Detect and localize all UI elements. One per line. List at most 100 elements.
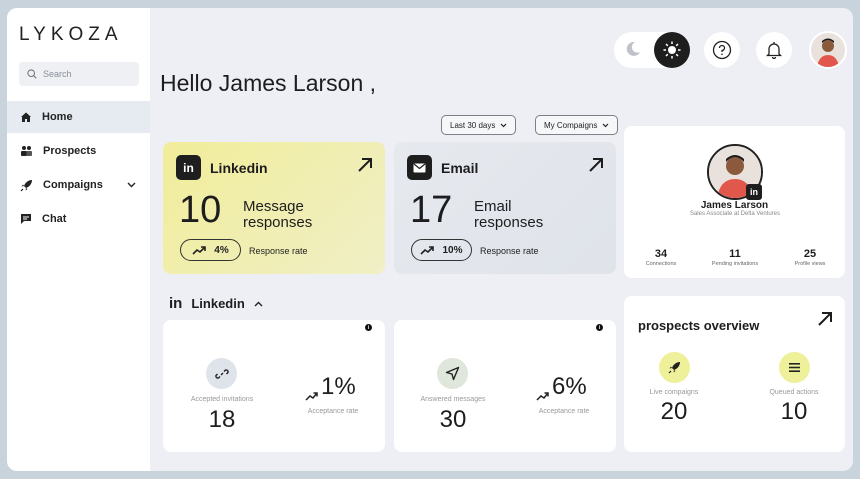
page-title: Hello James Larson , (160, 70, 377, 96)
chevron-up-icon[interactable] (254, 301, 263, 307)
email-card-header: Email (407, 155, 478, 180)
stat-pending-invitations: 11 Pending invitations (705, 248, 765, 267)
answered-messages-card: i Answered messages 30 6% Acceptance rat… (394, 320, 616, 452)
prospects-overview-title: prospects overview (638, 318, 760, 333)
sidebar: LYKOZA Search Home Prospects Compaigns C… (7, 8, 150, 471)
brand-logo[interactable]: LYKOZA (19, 24, 123, 45)
response-rate-value: 10% (442, 244, 463, 256)
stat-label: Connections (645, 261, 677, 267)
arrow-up-right-icon[interactable] (817, 311, 833, 327)
stat-value: 11 (729, 248, 741, 260)
accepted-invitations-card: i Accepted invitations 18 1% Acceptance … (163, 320, 385, 452)
sun-icon (663, 41, 681, 59)
linkedin-icon: in (746, 184, 762, 200)
metric-value: 18 (208, 406, 236, 433)
search-placeholder: Search (43, 69, 72, 79)
help-icon (712, 40, 732, 60)
moon-icon[interactable] (624, 40, 642, 58)
email-responses-label: Email responses (474, 198, 544, 231)
acceptance-rate: 6% (536, 373, 587, 401)
stat-connections: 34 Connections (631, 248, 691, 267)
chat-icon (21, 214, 31, 224)
trend-up-icon (420, 245, 435, 255)
trend-up-icon (536, 392, 549, 401)
arrow-up-right-icon[interactable] (357, 157, 373, 173)
period-filter[interactable]: Last 30 days (441, 115, 517, 135)
arrow-up-right-icon[interactable] (588, 157, 604, 173)
sidebar-item-label: Home (42, 111, 73, 123)
metric-value: 30 (439, 406, 467, 433)
chevron-down-icon (602, 123, 609, 127)
linkedin-card-header: in Linkedin (176, 155, 268, 180)
sidebar-item-home[interactable]: Home (7, 101, 150, 133)
message-responses-label: Message responses (243, 198, 313, 231)
profile-name: James Larson (700, 200, 769, 211)
acceptance-rate-label: Acceptance rate (538, 408, 590, 415)
stat-value: 25 (803, 248, 817, 260)
sidebar-item-chat[interactable]: Chat (7, 203, 150, 235)
sidebar-item-prospects[interactable]: Prospects (7, 135, 150, 167)
queued-actions-value: 10 (780, 398, 808, 425)
linkedin-icon: in (169, 295, 183, 312)
acceptance-rate-label: Acceptance rate (307, 408, 359, 415)
linkedin-section-header[interactable]: in Linkedin (169, 295, 263, 312)
response-rate-label: Response rate (249, 246, 308, 256)
response-rate-label: Response rate (480, 246, 539, 256)
sun-button[interactable] (654, 32, 690, 68)
home-icon (21, 112, 31, 122)
info-icon[interactable]: i (596, 324, 603, 331)
response-rate-badge: 10% (411, 239, 472, 261)
stat-value: 34 (654, 248, 668, 260)
email-responses-value: 17 (410, 189, 453, 231)
trend-up-icon (305, 392, 318, 401)
sidebar-nav: Home Prospects Compaigns Chat (7, 101, 150, 237)
stat-label: Pending invitations (711, 261, 759, 267)
sidebar-item-label: Prospects (43, 145, 97, 157)
email-icon (407, 155, 432, 180)
acceptance-rate-value: 1% (321, 373, 356, 400)
info-icon[interactable]: i (365, 324, 372, 331)
avatar-image (811, 33, 845, 67)
queued-actions-label: Queued actions (769, 389, 819, 396)
stat-label: Profile views (794, 261, 826, 267)
profile-role: Sales Associate at Delta Ventures (689, 211, 781, 217)
sidebar-item-compaigns[interactable]: Compaigns (7, 169, 150, 201)
chevron-down-icon[interactable] (127, 182, 136, 188)
message-responses-value: 10 (179, 189, 222, 231)
acceptance-rate-value: 6% (552, 373, 587, 400)
campaign-filter[interactable]: My Compaigns (535, 115, 619, 135)
link-icon (206, 358, 237, 389)
queued-actions: Queued actions 10 (744, 352, 844, 426)
email-card-title: Email (441, 159, 479, 176)
sidebar-item-label: Chat (42, 213, 67, 225)
linkedin-summary-card[interactable]: in Linkedin 10 Message responses 4% Resp… (163, 142, 385, 274)
campaign-filter-label: My Compaigns (544, 120, 598, 130)
linkedin-card-title: Linkedin (210, 159, 268, 176)
live-compaigns: Live compaigns 20 (624, 352, 724, 426)
linkedin-icon: in (176, 155, 201, 180)
search-input[interactable]: Search (19, 62, 139, 86)
email-summary-card[interactable]: Email 17 Email responses 10% Response ra… (394, 142, 616, 274)
people-icon (21, 146, 32, 156)
sidebar-item-label: Compaigns (43, 179, 103, 191)
search-icon (27, 69, 37, 79)
metric-label: Answered messages (420, 396, 486, 403)
notifications-button[interactable] (756, 32, 792, 68)
theme-toggle[interactable] (614, 32, 690, 68)
acceptance-rate: 1% (305, 373, 356, 401)
live-compaigns-value: 20 (660, 398, 688, 425)
help-button[interactable] (704, 32, 740, 68)
prospects-overview-card: prospects overview Live compaigns 20 Que… (624, 296, 845, 452)
section-title: Linkedin (191, 296, 245, 311)
metric-label: Accepted invitations (190, 396, 254, 403)
live-compaigns-label: Live compaigns (649, 389, 699, 396)
chevron-down-icon (500, 123, 507, 127)
rocket-icon (658, 352, 690, 383)
send-icon (437, 358, 468, 389)
response-rate-badge: 4% (180, 239, 241, 261)
rocket-icon (20, 179, 32, 191)
period-filter-label: Last 30 days (450, 120, 496, 130)
user-avatar[interactable] (809, 31, 847, 69)
bell-icon (765, 42, 783, 60)
profile-card: in James Larson Sales Associate at Delta… (624, 126, 845, 278)
